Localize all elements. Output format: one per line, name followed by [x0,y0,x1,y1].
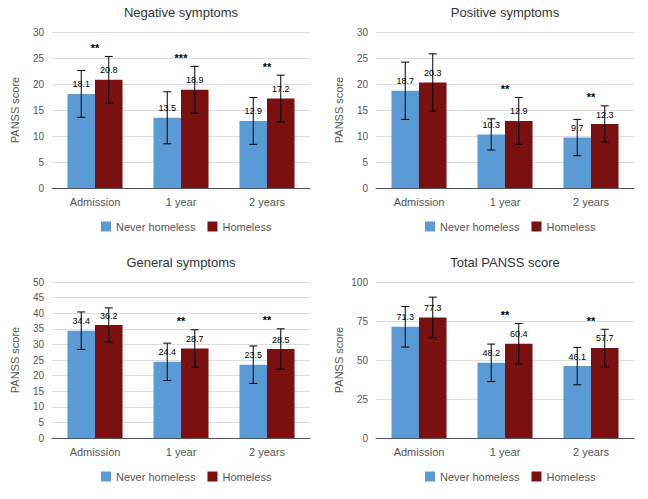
svg-text:**: ** [263,314,272,326]
svg-text:5: 5 [38,417,44,428]
svg-text:10.3: 10.3 [482,119,500,130]
svg-text:12.9: 12.9 [510,106,528,117]
svg-text:25: 25 [33,53,45,64]
svg-text:Never homeless: Never homeless [440,471,520,483]
svg-text:24.4: 24.4 [158,347,176,358]
svg-text:100: 100 [351,277,368,288]
svg-text:1 year: 1 year [490,196,521,208]
svg-text:10: 10 [357,131,369,142]
svg-text:20: 20 [33,79,45,90]
svg-text:2 years: 2 years [573,196,610,208]
svg-text:2 years: 2 years [249,446,286,458]
svg-text:**: ** [587,315,596,327]
svg-text:General symptoms: General symptoms [126,255,236,270]
svg-text:18.1: 18.1 [72,79,90,90]
svg-text:71.3: 71.3 [396,312,414,323]
svg-text:Positive symptoms: Positive symptoms [451,5,560,20]
svg-text:**: ** [501,83,510,95]
svg-text:28.5: 28.5 [272,334,290,345]
svg-text:25: 25 [33,355,45,366]
svg-text:12.9: 12.9 [244,106,262,117]
svg-text:2 years: 2 years [249,196,286,208]
svg-text:Never homeless: Never homeless [116,221,196,233]
svg-text:30: 30 [33,339,45,350]
svg-text:0: 0 [362,433,368,444]
svg-text:PANSS score: PANSS score [9,327,21,393]
svg-text:75: 75 [357,316,369,327]
svg-text:0: 0 [38,433,44,444]
svg-text:0: 0 [38,183,44,194]
svg-text:15: 15 [357,105,369,116]
svg-text:PANSS score: PANSS score [333,77,345,143]
svg-text:Admission: Admission [70,196,121,208]
svg-text:15: 15 [33,105,45,116]
svg-text:50: 50 [357,355,369,366]
svg-text:20: 20 [33,370,45,381]
svg-text:Homeless: Homeless [546,221,595,233]
svg-text:**: ** [263,61,272,73]
svg-text:25: 25 [357,394,369,405]
svg-text:20: 20 [357,79,369,90]
svg-text:Homeless: Homeless [222,221,271,233]
svg-text:25: 25 [357,53,369,64]
svg-text:17.2: 17.2 [272,84,290,95]
svg-text:1 year: 1 year [490,446,521,458]
svg-text:35: 35 [33,323,45,334]
svg-text:Never homeless: Never homeless [440,221,520,233]
svg-text:Homeless: Homeless [222,471,271,483]
svg-text:46.1: 46.1 [568,351,586,362]
svg-text:5: 5 [362,157,368,168]
svg-text:1 year: 1 year [166,196,197,208]
svg-text:**: ** [587,91,596,103]
svg-text:Negative symptoms: Negative symptoms [124,5,239,20]
svg-text:15: 15 [33,386,45,397]
svg-text:**: ** [501,309,510,321]
svg-text:Never homeless: Never homeless [116,471,196,483]
svg-text:36.2: 36.2 [100,310,118,321]
svg-text:50: 50 [33,277,45,288]
svg-text:10: 10 [33,131,45,142]
svg-text:***: *** [175,52,189,64]
svg-text:30: 30 [357,27,369,38]
svg-text:23.5: 23.5 [244,350,262,361]
svg-text:5: 5 [38,157,44,168]
svg-text:**: ** [91,42,100,54]
svg-text:1 year: 1 year [166,446,197,458]
svg-text:77.3: 77.3 [424,302,442,313]
svg-text:28.7: 28.7 [186,334,204,344]
svg-text:Admission: Admission [394,196,445,208]
svg-text:60.4: 60.4 [510,329,528,340]
svg-text:Admission: Admission [394,446,445,458]
svg-text:20.3: 20.3 [424,67,442,78]
svg-text:PANSS score: PANSS score [9,77,21,143]
svg-text:Total PANSS score: Total PANSS score [450,255,560,270]
svg-text:10: 10 [33,401,45,412]
svg-text:12.3: 12.3 [596,109,614,120]
svg-text:18.9: 18.9 [186,75,204,86]
svg-text:34.4: 34.4 [72,316,90,327]
svg-text:2 years: 2 years [573,446,610,458]
svg-text:30: 30 [33,27,45,38]
svg-text:45: 45 [33,292,45,303]
svg-text:18.7: 18.7 [396,76,414,87]
svg-text:Homeless: Homeless [546,471,595,483]
svg-text:57.7: 57.7 [596,333,614,344]
svg-text:PANSS score: PANSS score [333,327,345,393]
svg-text:20.8: 20.8 [100,65,118,76]
svg-text:13.5: 13.5 [158,103,176,114]
svg-text:Admission: Admission [70,446,121,458]
svg-text:**: ** [177,315,186,327]
svg-text:0: 0 [362,183,368,194]
svg-text:9.7: 9.7 [571,123,584,134]
svg-text:40: 40 [33,308,45,319]
svg-text:48.2: 48.2 [482,348,500,359]
